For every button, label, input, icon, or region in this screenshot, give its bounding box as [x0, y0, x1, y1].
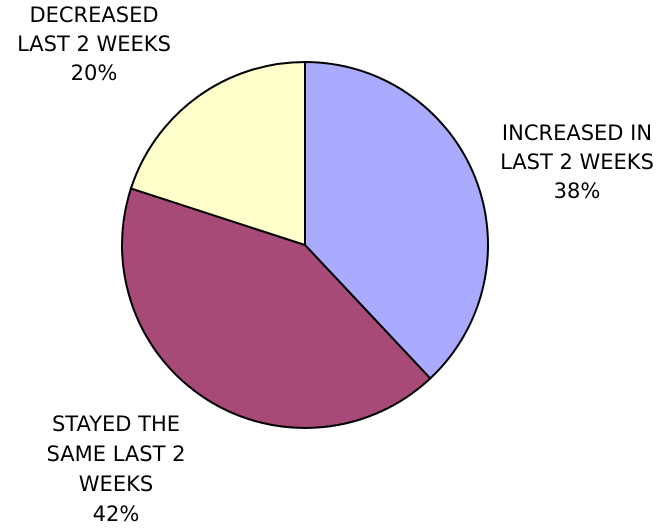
- label-decreased: DECREASED LAST 2 WEEKS 20%: [17, 3, 171, 85]
- label-stayed-line-2: SAME LAST 2: [47, 442, 186, 466]
- label-stayed-line-3: WEEKS: [79, 472, 153, 496]
- slice-stayed-same: [121, 187, 432, 429]
- pie-slices: [121, 60, 489, 429]
- label-stayed-same: STAYED THE SAME LAST 2 WEEKS 42%: [47, 412, 186, 526]
- label-increased-value: 38%: [554, 179, 601, 203]
- label-stayed-line-1: STAYED THE: [52, 412, 180, 436]
- label-increased: INCREASED IN LAST 2 WEEKS 38%: [500, 121, 654, 203]
- label-increased-line-1: INCREASED IN: [502, 121, 652, 145]
- label-increased-line-2: LAST 2 WEEKS: [500, 150, 654, 174]
- label-decreased-line-2: LAST 2 WEEKS: [17, 32, 171, 56]
- slice-increased: [304, 60, 489, 380]
- label-decreased-value: 20%: [71, 61, 118, 85]
- slice-decreased: [129, 60, 306, 247]
- label-stayed-value: 42%: [93, 502, 140, 526]
- label-decreased-line-1: DECREASED: [29, 3, 158, 27]
